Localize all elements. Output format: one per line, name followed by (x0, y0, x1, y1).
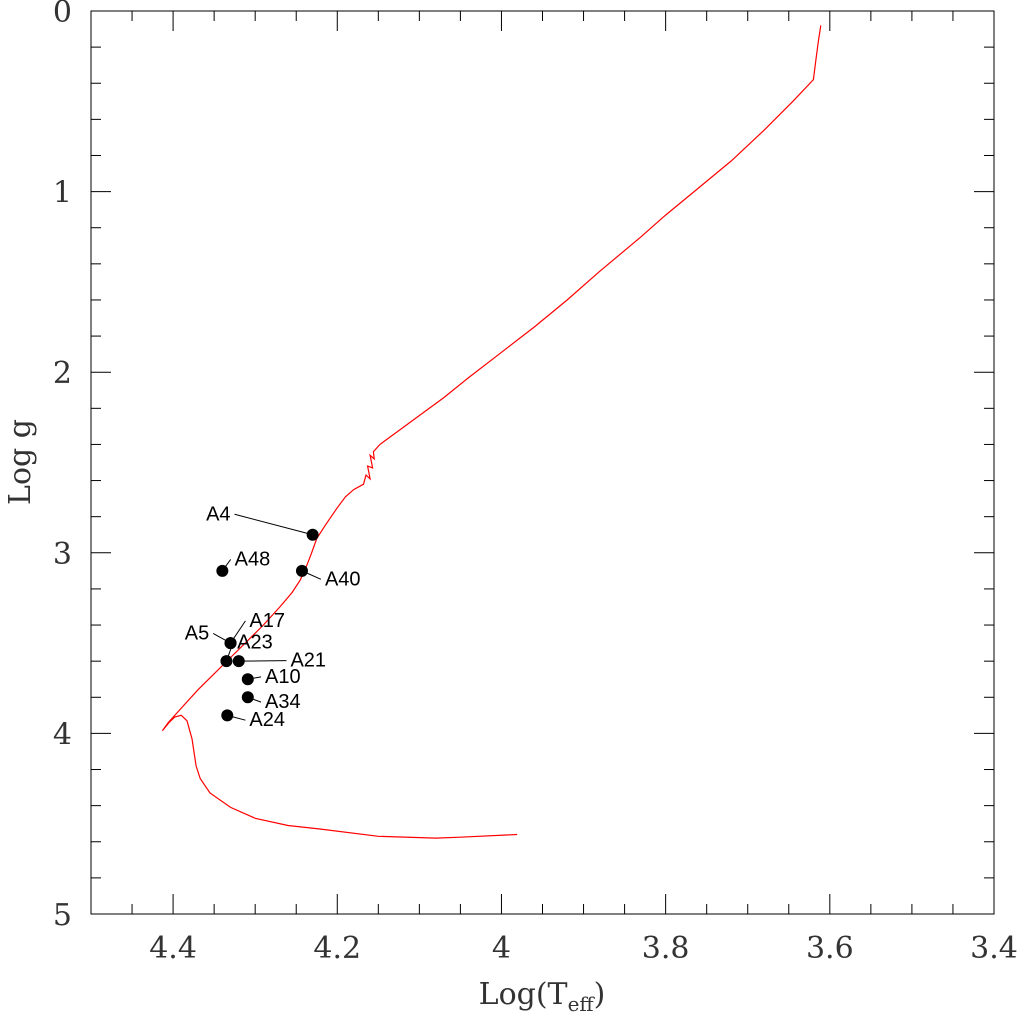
point-label-a23: A23 (237, 632, 273, 654)
x-tick-label: 4.4 (149, 931, 197, 966)
y-tick-label: 0 (53, 0, 72, 30)
point-label-a10: A10 (265, 666, 301, 688)
point-a24 (221, 709, 234, 722)
x-tick-label: 4 (492, 931, 511, 966)
leader-line-a21 (238, 660, 287, 662)
point-a4 (306, 528, 319, 541)
x-tick-label: 4.2 (313, 931, 361, 966)
axis-ticks (90, 10, 995, 915)
point-label-a34: A34 (265, 691, 301, 713)
point-a34 (241, 691, 254, 704)
x-tick-label: 3.4 (970, 931, 1018, 966)
evolutionary-track (161, 25, 822, 839)
leader-line-a4 (234, 513, 313, 536)
point-label-a24: A24 (249, 709, 285, 731)
x-axis-title: Log(Teff) (479, 977, 606, 1015)
point-label-a5: A5 (185, 622, 209, 644)
data-points (216, 528, 319, 722)
y-tick-label: 1 (53, 176, 72, 211)
point-a23 (220, 655, 233, 668)
tick-labels: 4.4 4.2 4 3.8 3.6 3.4 0 1 2 3 4 5 (53, 0, 1018, 966)
y-tick-label: 4 (53, 717, 72, 752)
point-label-a40: A40 (325, 568, 361, 590)
point-label-a4: A4 (206, 503, 230, 525)
y-tick-label: 5 (53, 898, 72, 933)
point-a5 (224, 637, 237, 650)
y-tick-label: 2 (53, 356, 72, 391)
point-a10 (241, 673, 254, 686)
y-tick-label: 3 (53, 537, 72, 572)
point-label-a17: A17 (249, 610, 285, 632)
point-a48 (216, 564, 229, 577)
point-a40 (295, 564, 308, 577)
x-tick-label: 3.6 (806, 931, 854, 966)
y-axis-title: Log g (3, 419, 38, 505)
x-tick-label: 3.8 (642, 931, 690, 966)
plot-frame (90, 10, 995, 915)
point-label-a21: A21 (290, 650, 326, 672)
point-label-a48: A48 (235, 548, 271, 570)
point-a21 (232, 655, 245, 668)
